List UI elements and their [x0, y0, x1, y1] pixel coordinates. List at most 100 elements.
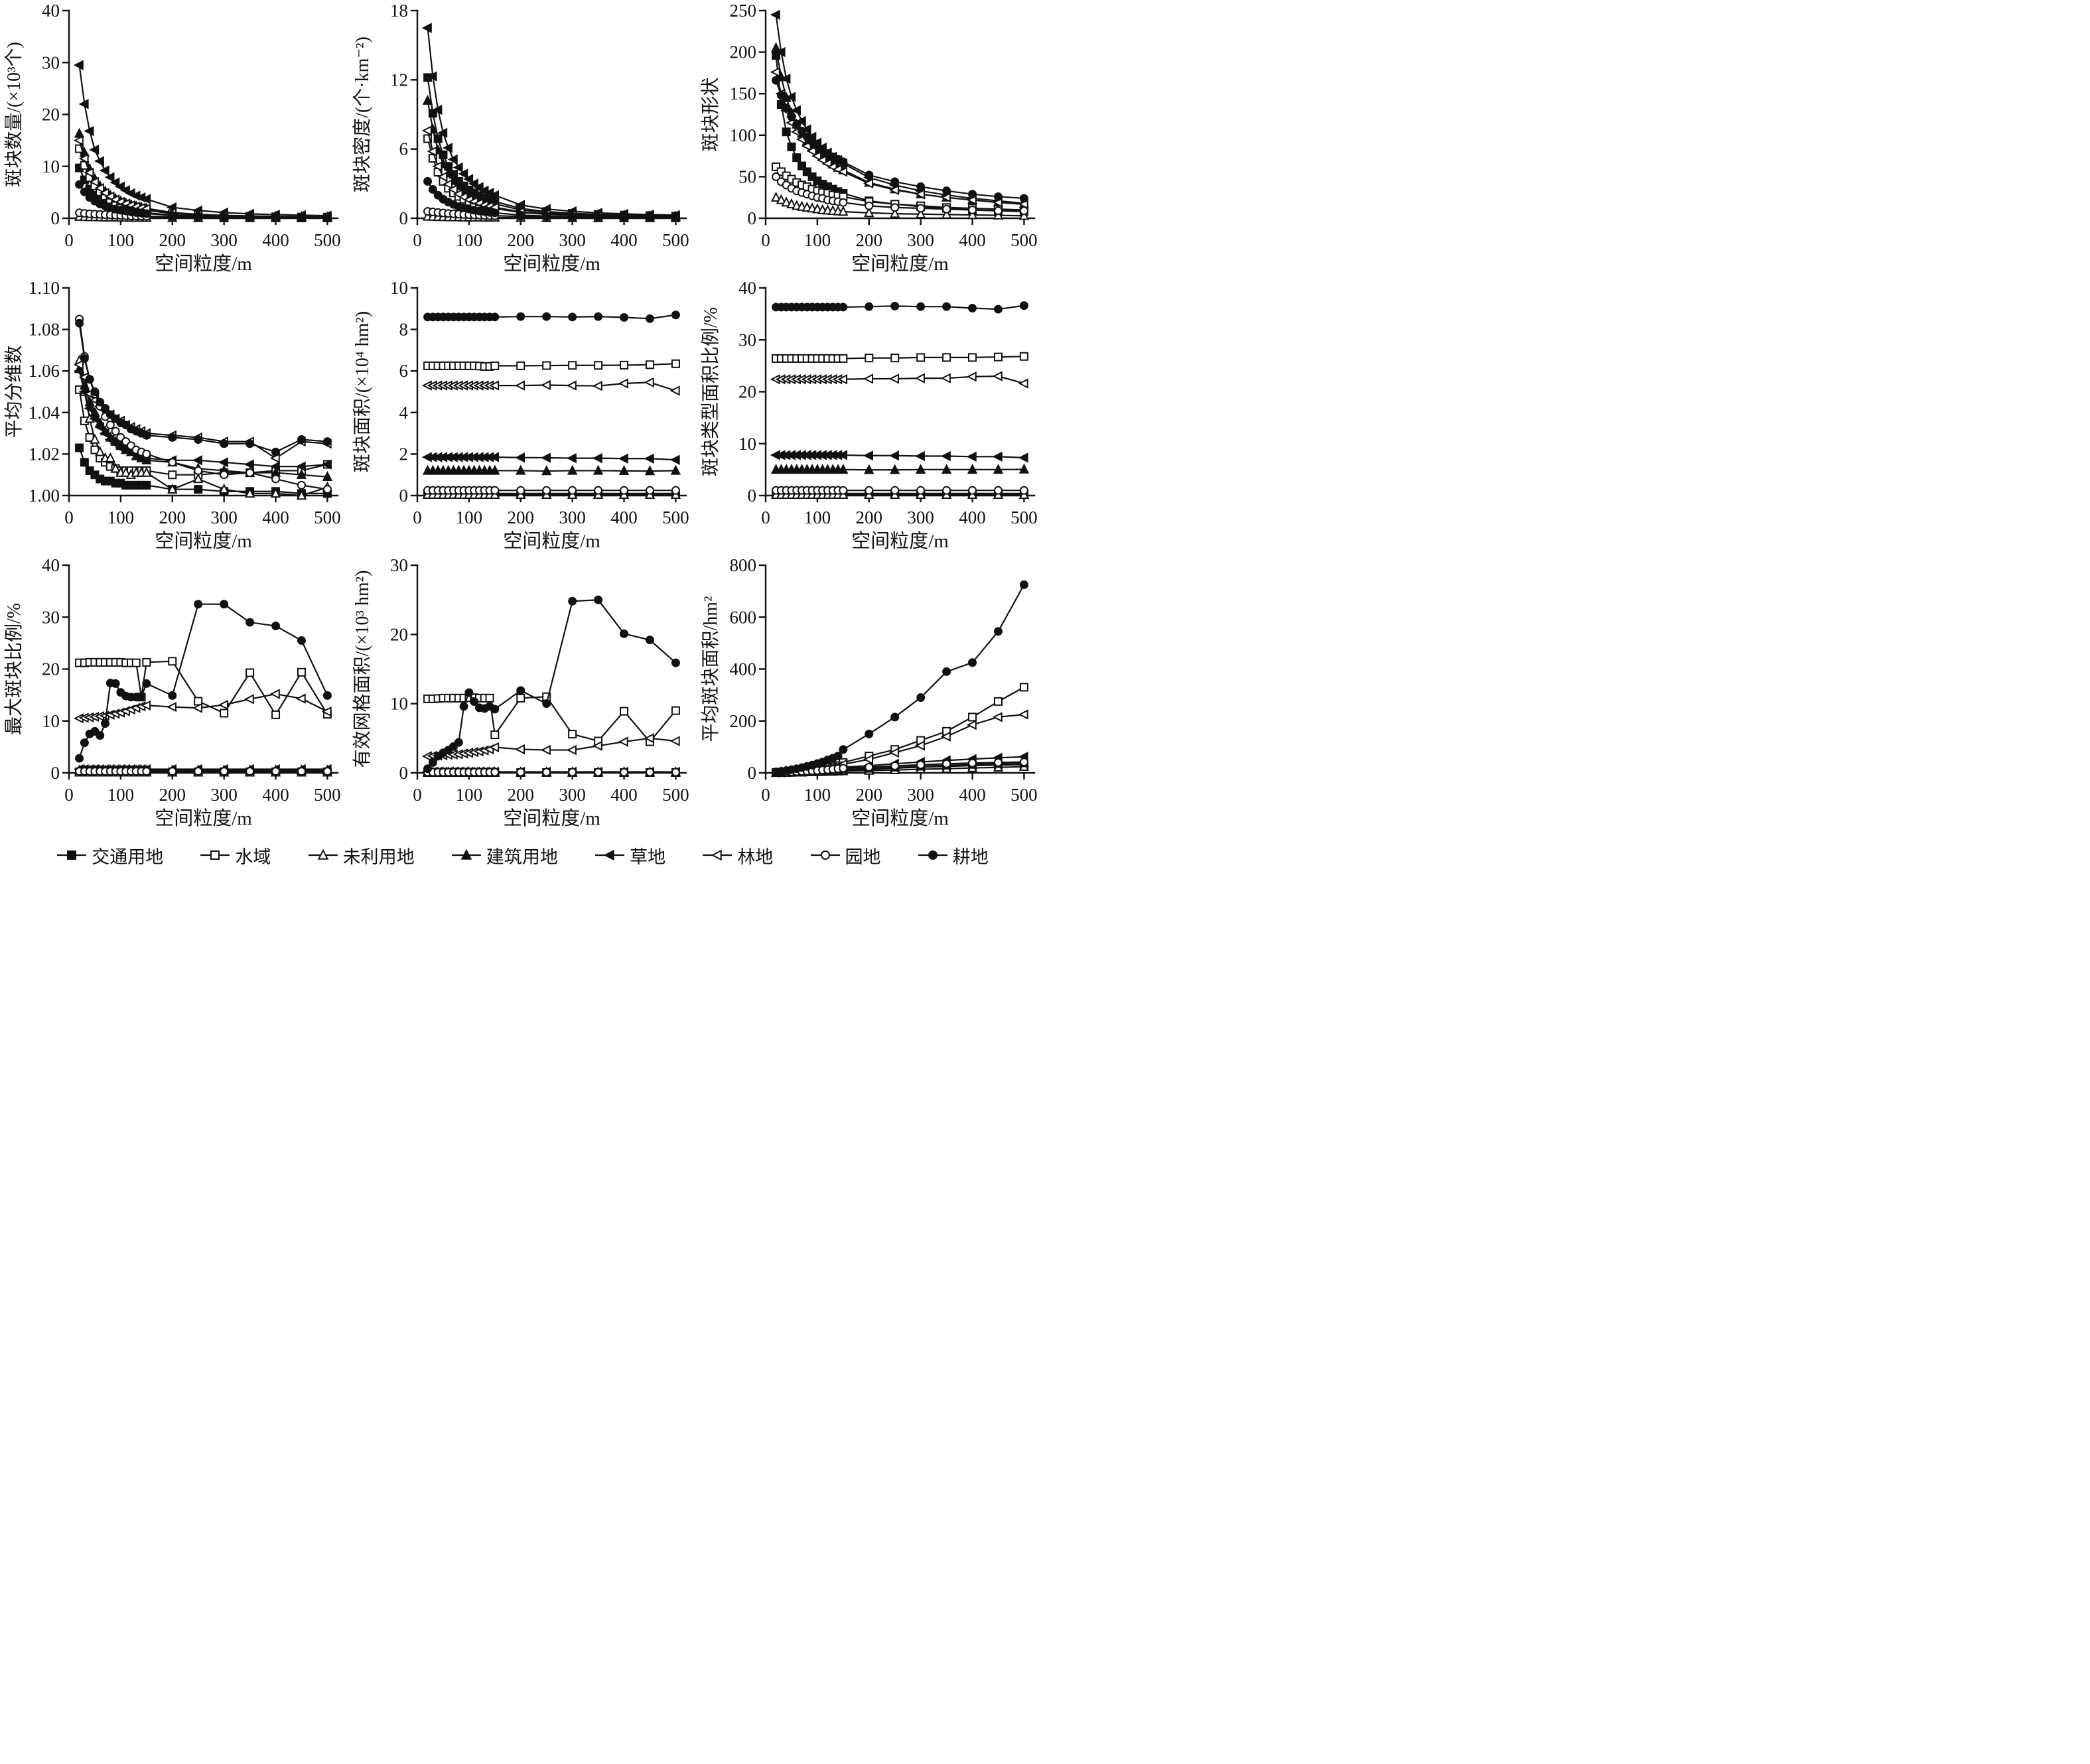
y-tick-label: 1.06 — [29, 361, 60, 381]
filled-circle-marker — [942, 186, 951, 196]
axis-labels: 0 50 100 150 200 250 0 100 200 300 400 500 空间粒度/m 斑块形… — [700, 1, 1038, 275]
filled-circle-marker — [542, 212, 551, 221]
filled-circle-marker — [645, 213, 654, 222]
series-林地 — [421, 377, 680, 396]
filled-triangle-left-marker — [295, 461, 306, 472]
open-square-marker — [620, 707, 629, 716]
filled-circle-marker — [85, 375, 94, 384]
filled-triangle-left-marker — [801, 124, 811, 135]
x-axis-title: 空间粒度/m — [155, 253, 252, 275]
y-tick-label: 600 — [730, 607, 757, 627]
x-tick-label: 200 — [508, 785, 535, 805]
filled-triangle-left-marker — [269, 461, 280, 472]
open-circle-marker — [271, 474, 281, 484]
filled-circle-marker — [423, 764, 433, 774]
filled-circle-marker — [322, 437, 332, 446]
open-square-marker — [542, 361, 551, 370]
filled-circle-marker — [968, 304, 977, 313]
series-line — [776, 584, 1025, 773]
filled-triangle-left-marker — [669, 454, 680, 465]
series-林地 — [73, 689, 332, 724]
open-triangle-left-marker — [837, 374, 848, 385]
panel-patch-density: 0 6 12 18 0 100 200 300 400 500 空间粒度/m 斑块密度/(个·km⁻²… — [352, 1, 689, 275]
filled-circle-marker — [80, 738, 89, 748]
filled-circle-marker — [645, 636, 654, 645]
series-line — [78, 318, 328, 490]
open-circle-marker — [297, 480, 306, 490]
x-tick-label: 300 — [907, 508, 934, 527]
filled-circle-marker — [776, 91, 786, 100]
open-triangle-left-marker — [888, 184, 899, 196]
filled-triangle-up-marker — [941, 464, 952, 474]
filled-circle-marker — [101, 719, 110, 728]
y-tick-label: 40 — [42, 555, 60, 575]
series-line — [427, 599, 677, 770]
open-circle-marker — [620, 486, 629, 495]
y-tick-label: 1.08 — [29, 320, 60, 340]
legend-label: 草地 — [630, 847, 666, 867]
y-tick-label: 0 — [399, 763, 409, 783]
filled-circle-marker — [993, 305, 1003, 314]
filled-circle-marker — [423, 176, 433, 186]
x-tick-label: 100 — [804, 785, 831, 805]
open-triangle-left-marker — [821, 158, 832, 169]
open-triangle-left-marker — [837, 167, 848, 177]
open-triangle-left-marker — [166, 701, 176, 712]
open-triangle-up-marker — [317, 848, 328, 860]
filled-square-marker — [80, 458, 89, 467]
open-triangle-left-marker — [644, 377, 654, 388]
legend-label: 园地 — [845, 847, 881, 867]
open-triangle-left-marker — [566, 380, 577, 391]
filled-circle-marker — [568, 312, 577, 322]
legend-item-林地: 林地 — [702, 843, 773, 868]
open-circle-marker — [942, 204, 951, 214]
filled-triangle-left-marker — [437, 127, 448, 139]
filled-circle-marker — [568, 212, 577, 222]
open-circle-marker — [968, 205, 977, 214]
y-axis-title: 最大斑块比例/% — [3, 603, 25, 735]
x-tick-label: 500 — [1010, 508, 1038, 527]
axes — [758, 9, 1036, 226]
filled-triangle-left-marker — [790, 105, 801, 115]
x-tick-label: 500 — [662, 230, 689, 250]
x-tick-label: 500 — [314, 785, 341, 805]
open-triangle-left-marker — [427, 146, 437, 157]
open-circle-marker — [968, 758, 977, 768]
filled-square-marker — [194, 485, 203, 494]
legend-item-水域: 水域 — [200, 843, 271, 868]
filled-circle-marker — [645, 314, 654, 323]
filled-circle-marker — [459, 702, 468, 711]
y-tick-label: 40 — [42, 1, 60, 21]
filled-triangle-left-marker — [796, 115, 806, 127]
filled-triangle-up-marker — [1018, 463, 1030, 474]
filled-triangle-left-marker — [104, 434, 115, 445]
filled-circle-marker — [620, 629, 629, 638]
open-circle-marker — [297, 767, 306, 776]
open-triangle-left-marker — [992, 371, 1003, 381]
filled-circle-marker — [942, 667, 951, 676]
series-林地 — [73, 360, 332, 464]
open-triangle-up-marker — [141, 466, 152, 477]
y-axis-title: 斑块面积/(×10⁴ hm²) — [352, 311, 373, 472]
x-tick-label: 0 — [761, 785, 770, 805]
open-circle-marker — [890, 486, 900, 495]
open-circle-marker — [942, 759, 951, 768]
filled-circle-marker — [297, 435, 306, 444]
legend-item-草地: 草地 — [594, 843, 665, 868]
open-triangle-left-marker — [888, 747, 899, 758]
x-tick-label: 400 — [262, 785, 289, 805]
filled-triangle-left-marker — [775, 46, 786, 58]
x-tick-label: 200 — [856, 230, 883, 250]
open-triangle-left-marker — [940, 373, 951, 383]
filled-triangle-left-marker — [192, 455, 202, 466]
filled-circle-marker — [194, 600, 203, 609]
legend-item-交通用地: 交通用地 — [56, 843, 163, 868]
open-circle-marker — [111, 427, 120, 436]
filled-triangle-left-marker — [566, 452, 577, 464]
x-tick-label: 400 — [610, 230, 638, 250]
filled-triangle-left-marker — [463, 174, 474, 184]
open-circle-marker — [594, 486, 603, 495]
open-circle-marker — [542, 486, 551, 495]
open-triangle-up-marker — [864, 207, 874, 218]
open-triangle-left-marker — [244, 694, 254, 705]
